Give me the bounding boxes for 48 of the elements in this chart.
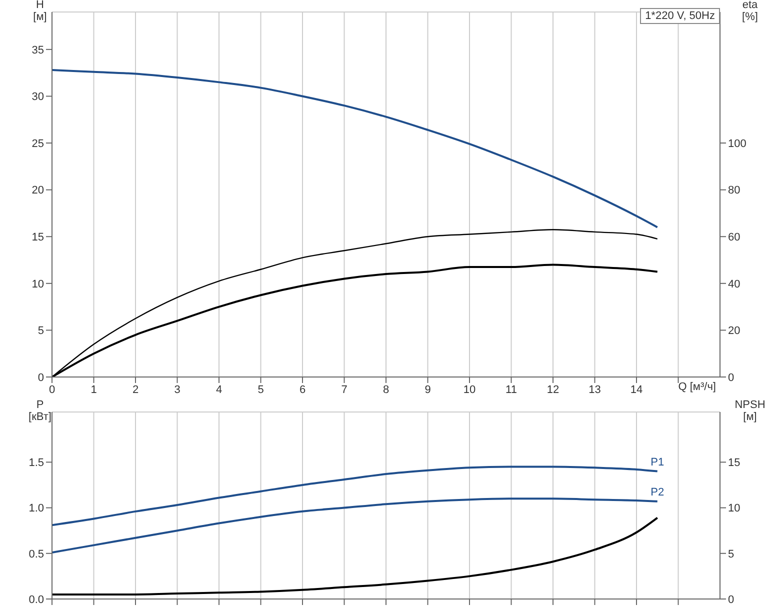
y-tick-label: 0.0 (28, 594, 44, 606)
y2-tick-label: 0 (728, 594, 734, 606)
y-tick-label: 30 (32, 91, 44, 104)
y-tick-label: 10 (32, 278, 44, 290)
line-series (52, 516, 658, 596)
x-tick-label: 4 (216, 384, 222, 396)
series-label: P2 (650, 486, 664, 498)
annotation: 1*220 V, 50Hz (640, 8, 720, 24)
y2-tick-label: 0 (728, 372, 734, 384)
x-tick-label: 11 (506, 384, 517, 396)
series-label: P1 (650, 456, 664, 468)
x-tick-label: 1 (90, 384, 97, 396)
x-tick-label: 9 (424, 384, 431, 396)
line-series (52, 498, 658, 554)
x-tick-label: 10 (463, 384, 476, 396)
y-axis-title: H [м] (33, 0, 47, 23)
y2-tick-label: 60 (728, 232, 740, 244)
y2-axis-title: NPSH [м] (734, 399, 766, 423)
y2-tick-label: 5 (728, 548, 734, 560)
x-tick-label: 6 (299, 384, 306, 396)
x-tick-label: 14 (630, 384, 643, 396)
y-tick-label: 20 (32, 184, 44, 197)
y-tick-label: 0 (38, 372, 44, 384)
y2-tick-label: 15 (728, 457, 740, 470)
y2-axis-title: eta [%] (742, 0, 759, 23)
y-tick-label: 1.5 (28, 457, 44, 470)
x-axis-title: Q [м³/ч] (678, 381, 716, 393)
x-tick-label: 2 (132, 384, 139, 396)
y-tick-label: 5 (38, 325, 44, 338)
x-tick-label: 7 (341, 384, 348, 396)
y-tick-label: 0.5 (28, 548, 44, 560)
y-tick-label: 1.0 (28, 502, 44, 515)
y2-tick-label: 40 (728, 278, 740, 290)
x-tick-label: 3 (174, 384, 180, 396)
x-tick-label: 8 (382, 384, 390, 396)
x-tick-label: 0 (48, 384, 56, 396)
y2-tick-label: 80 (728, 184, 740, 197)
y2-tick-label: 20 (728, 325, 740, 338)
x-tick-label: 5 (258, 384, 264, 396)
y-tick-label: 25 (32, 138, 44, 150)
x-tick-label: 13 (588, 384, 601, 396)
y2-tick-label: 100 (728, 138, 746, 150)
y-axis-title: P [кВт] (28, 399, 52, 423)
y2-tick-label: 10 (728, 502, 740, 515)
y-tick-label: 15 (32, 232, 44, 244)
line-series (52, 69, 658, 228)
y-tick-label: 35 (32, 44, 44, 56)
x-tick-label: 12 (546, 384, 560, 396)
